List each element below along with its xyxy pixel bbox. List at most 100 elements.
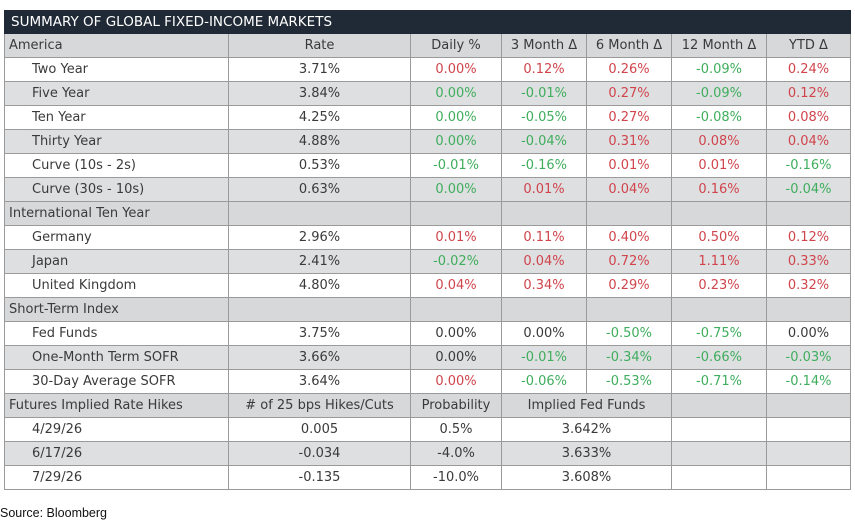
implied-fed-funds-cell: 3.642%	[501, 417, 672, 442]
col-daily: Daily %	[410, 33, 502, 58]
empty-cell	[586, 297, 672, 322]
table-row: 7/29/26 -0.135 -10.0% 3.608%	[4, 465, 851, 490]
empty-cell	[766, 393, 851, 418]
daily-cell: 0.00%	[410, 369, 502, 394]
rate-cell: 3.66%	[228, 345, 411, 370]
m3-cell: 0.11%	[501, 225, 587, 250]
rate-cell: 4.88%	[228, 129, 411, 154]
daily-cell: -0.02%	[410, 249, 502, 274]
daily-cell: 0.00%	[410, 105, 502, 130]
probability-cell: -4.0%	[410, 441, 502, 466]
ytd-cell: 0.33%	[766, 249, 851, 274]
empty-cell	[671, 417, 767, 442]
rate-cell: 3.71%	[228, 57, 411, 82]
rate-cell: 3.75%	[228, 321, 411, 346]
probability-cell: -10.0%	[410, 465, 502, 490]
m12-cell: 0.16%	[671, 177, 767, 202]
implied-fed-funds-cell: 3.633%	[501, 441, 672, 466]
ytd-cell: -0.16%	[766, 153, 851, 178]
m6-cell: 0.27%	[586, 81, 672, 106]
m6-cell: 0.27%	[586, 105, 672, 130]
m3-cell: -0.06%	[501, 369, 587, 394]
row-label: Curve (10s - 2s)	[4, 153, 229, 178]
implied-fed-funds-cell: 3.608%	[501, 465, 672, 490]
section-short_term: Short-Term Index	[4, 297, 229, 322]
table-row: United Kingdom 4.80% 0.04% 0.34% 0.29% 0.23% 0…	[4, 273, 851, 298]
row-label: Curve (30s - 10s)	[4, 177, 229, 202]
probability-cell: 0.5%	[410, 417, 502, 442]
m3-cell: 0.01%	[501, 177, 587, 202]
m6-cell: 0.26%	[586, 57, 672, 82]
m3-cell: 0.00%	[501, 321, 587, 346]
m12-cell: 1.11%	[671, 249, 767, 274]
ytd-cell: 0.12%	[766, 81, 851, 106]
empty-cell	[766, 441, 851, 466]
rate-cell: 0.53%	[228, 153, 411, 178]
m6-cell: -0.50%	[586, 321, 672, 346]
ytd-cell: 0.32%	[766, 273, 851, 298]
ytd-cell: -0.03%	[766, 345, 851, 370]
empty-cell	[410, 297, 502, 322]
daily-cell: -0.01%	[410, 153, 502, 178]
ytd-cell: 0.12%	[766, 225, 851, 250]
daily-cell: 0.04%	[410, 273, 502, 298]
m6-cell: 0.72%	[586, 249, 672, 274]
rate-cell: 4.25%	[228, 105, 411, 130]
empty-cell	[501, 201, 587, 226]
ytd-cell: -0.04%	[766, 177, 851, 202]
row-label: United Kingdom	[4, 273, 229, 298]
row-label: Fed Funds	[4, 321, 229, 346]
rate-cell: 2.96%	[228, 225, 411, 250]
col-rate: Rate	[228, 33, 411, 58]
section-international: International Ten Year	[4, 201, 229, 226]
rate-cell: 3.64%	[228, 369, 411, 394]
table-row: 30-Day Average SOFR 3.64% 0.00% -0.06% -0.53…	[4, 369, 851, 394]
empty-cell	[501, 297, 587, 322]
col-12m: 12 Month Δ	[671, 33, 767, 58]
empty-cell	[671, 441, 767, 466]
col-ytd: YTD Δ	[766, 33, 851, 58]
table-row: Fed Funds 3.75% 0.00% 0.00% -0.50% -0.75% 0.00…	[4, 321, 851, 346]
row-label: Ten Year	[4, 105, 229, 130]
col-3m: 3 Month Δ	[501, 33, 587, 58]
empty-cell	[766, 465, 851, 490]
empty-cell	[766, 201, 851, 226]
empty-cell	[586, 201, 672, 226]
table-row: Five Year 3.84% 0.00% -0.01% 0.27% -0.09% 0.12…	[4, 81, 851, 106]
row-label: Two Year	[4, 57, 229, 82]
section-futures: Futures Implied Rate Hikes	[4, 393, 229, 418]
m12-cell: 0.08%	[671, 129, 767, 154]
fixed-income-summary: SUMMARY OF GLOBAL FIXED-INCOME MARKETS A…	[4, 10, 851, 490]
rate-cell: 3.84%	[228, 81, 411, 106]
hikes-cell: 0.005	[228, 417, 411, 442]
futures-header-row: Futures Implied Rate Hikes # of 25 bps Hi…	[4, 393, 851, 418]
col-6m: 6 Month Δ	[586, 33, 672, 58]
row-label: One-Month Term SOFR	[4, 345, 229, 370]
markets-table: SUMMARY OF GLOBAL FIXED-INCOME MARKETS A…	[4, 10, 851, 490]
table-row: 4/29/26 0.005 0.5% 3.642%	[4, 417, 851, 442]
col-hikes: # of 25 bps Hikes/Cuts	[228, 393, 411, 418]
futures-date: 7/29/26	[4, 465, 229, 490]
section-header-row: Short-Term Index	[4, 297, 851, 322]
empty-cell	[671, 465, 767, 490]
futures-date: 4/29/26	[4, 417, 229, 442]
table-row: Two Year 3.71% 0.00% 0.12% 0.26% -0.09% 0.24%	[4, 57, 851, 82]
daily-cell: 0.00%	[410, 129, 502, 154]
ytd-cell: 0.04%	[766, 129, 851, 154]
m6-cell: 0.31%	[586, 129, 672, 154]
ytd-cell: -0.14%	[766, 369, 851, 394]
m3-cell: 0.12%	[501, 57, 587, 82]
ytd-cell: 0.00%	[766, 321, 851, 346]
table-row: One-Month Term SOFR 3.66% 0.00% -0.01% -0.34…	[4, 345, 851, 370]
m3-cell: 0.34%	[501, 273, 587, 298]
m6-cell: 0.29%	[586, 273, 672, 298]
futures-date: 6/17/26	[4, 441, 229, 466]
m6-cell: 0.01%	[586, 153, 672, 178]
empty-cell	[766, 297, 851, 322]
rate-cell: 4.80%	[228, 273, 411, 298]
rate-cell: 2.41%	[228, 249, 411, 274]
m6-cell: 0.04%	[586, 177, 672, 202]
ytd-cell: 0.24%	[766, 57, 851, 82]
empty-cell	[228, 297, 411, 322]
source-note: Source: Bloomberg	[0, 506, 108, 520]
